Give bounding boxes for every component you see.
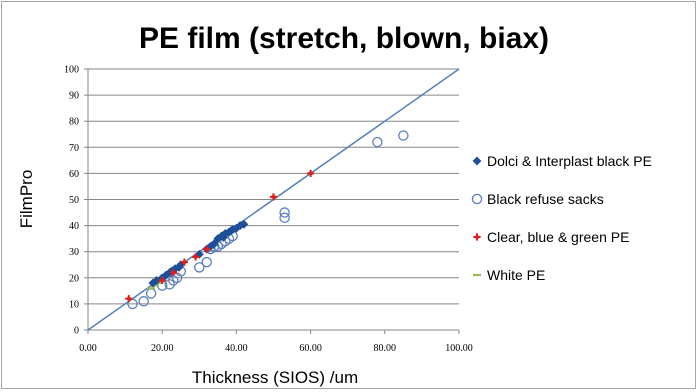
data-point: [191, 253, 200, 261]
data-point: [279, 207, 290, 218]
y-tick-label: 90: [69, 91, 79, 102]
axes: [84, 68, 460, 334]
x-axis-title: Thickness (SIOS) /um: [192, 368, 358, 387]
legend-marker: [473, 233, 481, 241]
x-tick-label: 40.00: [225, 343, 248, 354]
data-point: [125, 295, 133, 303]
star-core: [308, 171, 313, 176]
data-point: [169, 268, 177, 277]
y-tick-label: 10: [69, 299, 79, 310]
gridlines: [88, 68, 459, 305]
y-tick-label: 40: [69, 221, 79, 232]
y-tick-label: 70: [69, 143, 79, 154]
data-point: [209, 239, 219, 249]
legend-label: Black refuse sacks: [487, 191, 604, 207]
legend-marker: [472, 156, 482, 166]
data-point: [127, 298, 138, 310]
star-core: [475, 235, 479, 239]
y-tick-labels: 0 10 20 30 40 50 60 70 80 90 100: [64, 65, 79, 337]
y-tick-label: 60: [69, 169, 79, 180]
x-tick-label: 100.00: [445, 343, 473, 354]
data-point: [203, 245, 211, 253]
legend-label: Dolci & Interplast black PE: [487, 153, 652, 169]
data-point: [372, 136, 383, 148]
star-core: [126, 296, 131, 301]
x-tick-labels: 0.00 20.00 40.00 60.00 80.00 100.00: [79, 343, 473, 354]
star-core: [182, 260, 187, 265]
data-point: [145, 288, 157, 299]
y-tick-label: 30: [69, 247, 79, 258]
y-axis-title: FilmPro: [17, 170, 36, 229]
data-point: [138, 296, 149, 307]
y-tick-label: 100: [64, 65, 79, 76]
legend-marker: [471, 193, 483, 205]
legend-label: White PE: [487, 267, 545, 283]
x-tick-label: 0.00: [79, 343, 97, 354]
star-core: [171, 270, 176, 275]
legend-label: Clear, blue & green PE: [487, 229, 629, 245]
star-core: [193, 254, 198, 259]
data-points: [125, 130, 409, 310]
x-tick-label: 80.00: [374, 343, 397, 354]
y-tick-label: 50: [69, 195, 79, 206]
data-point: [180, 258, 189, 266]
y-tick-label: 20: [69, 273, 79, 284]
x-tick-label: 20.00: [151, 343, 174, 354]
data-point: [398, 130, 409, 141]
data-point: [239, 219, 249, 229]
x-tick-label: 60.00: [299, 343, 322, 354]
legend: Dolci & Interplast black PE Black refuse …: [471, 153, 652, 283]
data-point: [158, 276, 166, 285]
data-point: [307, 169, 315, 177]
data-point: [194, 262, 205, 273]
star-core: [204, 247, 209, 252]
y-tick-label: 0: [74, 326, 79, 337]
y-tick-label: 80: [69, 117, 79, 128]
data-point: [201, 256, 212, 268]
chart-title: PE film (stretch, blown, biax): [139, 22, 549, 55]
data-point: [269, 193, 278, 201]
star-core: [271, 194, 276, 199]
star-core: [160, 278, 165, 283]
data-point: [279, 212, 290, 224]
